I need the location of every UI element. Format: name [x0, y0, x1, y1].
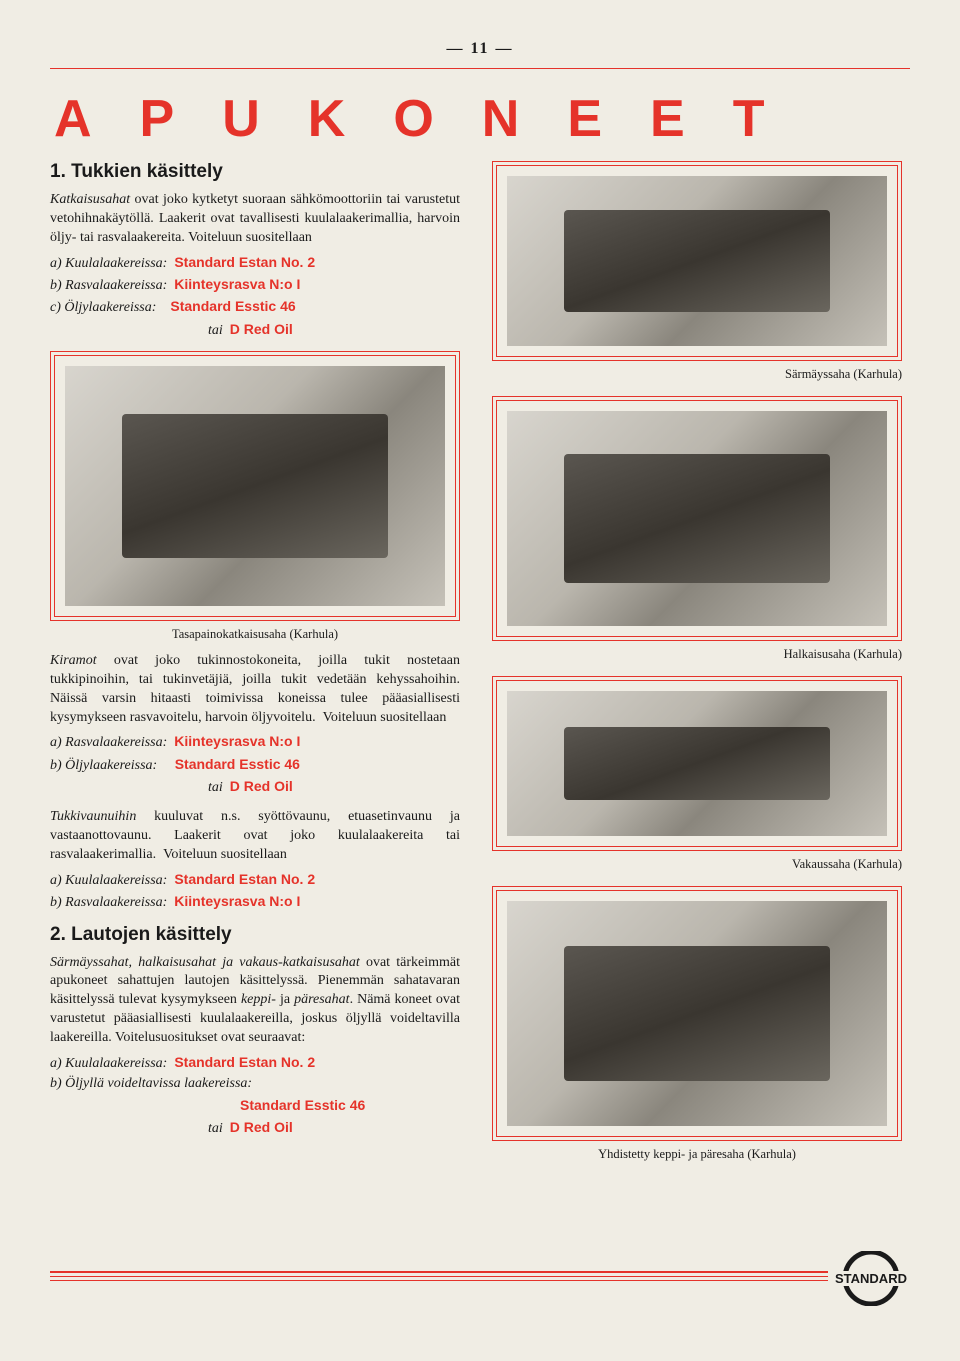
- rec-product: Kiinteysrasva N:o I: [174, 893, 300, 909]
- footer-rule: [50, 1271, 840, 1281]
- machine-image: [507, 901, 887, 1126]
- section1-heading: 1. Tukkien käsittely: [50, 161, 460, 183]
- image-frame-4: [492, 886, 902, 1141]
- section2-para: Särmäyssahat, halkaisusahat ja vakaus-ka…: [50, 954, 460, 1048]
- page-title: APUKONEET: [50, 89, 910, 149]
- rec-product: Standard Estan No. 2: [174, 871, 315, 887]
- rec-product: Standard Estan No. 2: [174, 254, 315, 270]
- image-frame-2: [492, 396, 902, 641]
- section2-recs: a) Kuulalaakereissa: Standard Estan No. …: [50, 1052, 460, 1139]
- section1-para: Katkaisusahat Katkaisusahat ovat joko ky…: [50, 191, 460, 248]
- tukkivaunut-para: Tukkivaunuihin kuuluvat n.s. syöttövaunu…: [50, 808, 460, 865]
- rec-product: Standard Esstic 46: [170, 298, 295, 314]
- rec-product: D Red Oil: [230, 778, 293, 794]
- image-frame-left: [50, 351, 460, 621]
- standard-logo: STANDARD: [826, 1251, 916, 1306]
- image-frame-1: [492, 161, 902, 361]
- rec-label: c) Öljylaakereissa:: [50, 300, 156, 315]
- rec-product: Standard Esstic 46: [240, 1097, 365, 1113]
- image-caption: Halkaisusaha (Karhula): [492, 647, 902, 662]
- svg-text:STANDARD: STANDARD: [835, 1271, 907, 1286]
- rec-label: b) Rasvalaakereissa:: [50, 278, 167, 293]
- kiramot-para: Kiramot ovat joko tukinnostokoneita, joi…: [50, 652, 460, 728]
- page-number: — 11 —: [50, 40, 910, 58]
- rec-label: b) Öljyllä voideltavissa laakereissa:: [50, 1076, 252, 1091]
- rec-tai: tai: [208, 1121, 223, 1136]
- rec-label: b) Rasvalaakereissa:: [50, 895, 167, 910]
- machine-image: [507, 691, 887, 836]
- image-caption: Yhdistetty keppi- ja päresaha (Karhula): [492, 1147, 902, 1162]
- section1-recs: a) Kuulalaakereissa: Standard Estan No. …: [50, 252, 460, 341]
- rec-label: a) Kuulalaakereissa:: [50, 1056, 167, 1071]
- rec-tai: tai: [208, 780, 223, 795]
- right-column: Särmäyssaha (Karhula) Halkaisusaha (Karh…: [492, 161, 902, 1176]
- rec-product: Standard Estan No. 2: [174, 1054, 315, 1070]
- rec-product: D Red Oil: [230, 1119, 293, 1135]
- top-rule: [50, 68, 910, 69]
- rec-label: a) Kuulalaakereissa:: [50, 873, 167, 888]
- rec-label: a) Kuulalaakereissa:: [50, 256, 167, 271]
- machine-image: [507, 411, 887, 626]
- machine-image: [507, 176, 887, 346]
- rec-product: Kiinteysrasva N:o I: [174, 276, 300, 292]
- rec-tai: tai: [208, 323, 223, 338]
- left-column: 1. Tukkien käsittely Katkaisusahat Katka…: [50, 161, 460, 1176]
- rec-product: Kiinteysrasva N:o I: [174, 733, 300, 749]
- image-caption: Tasapainokatkaisusaha (Karhula): [50, 627, 460, 642]
- section2-heading: 2. Lautojen käsittely: [50, 924, 460, 946]
- image-frame-3: [492, 676, 902, 851]
- rec-label: b) Öljylaakereissa:: [50, 758, 157, 773]
- image-caption: Vakaussaha (Karhula): [492, 857, 902, 872]
- tukkivaunut-recs: a) Kuulalaakereissa: Standard Estan No. …: [50, 869, 460, 914]
- kiramot-recs: a) Rasvalaakereissa: Kiinteysrasva N:o I…: [50, 731, 460, 798]
- machine-image: [65, 366, 445, 606]
- rec-label: a) Rasvalaakereissa:: [50, 735, 167, 750]
- content-columns: 1. Tukkien käsittely Katkaisusahat Katka…: [50, 161, 910, 1176]
- image-caption: Särmäyssaha (Karhula): [492, 367, 902, 382]
- rec-product: D Red Oil: [230, 321, 293, 337]
- rec-product: Standard Esstic 46: [175, 756, 300, 772]
